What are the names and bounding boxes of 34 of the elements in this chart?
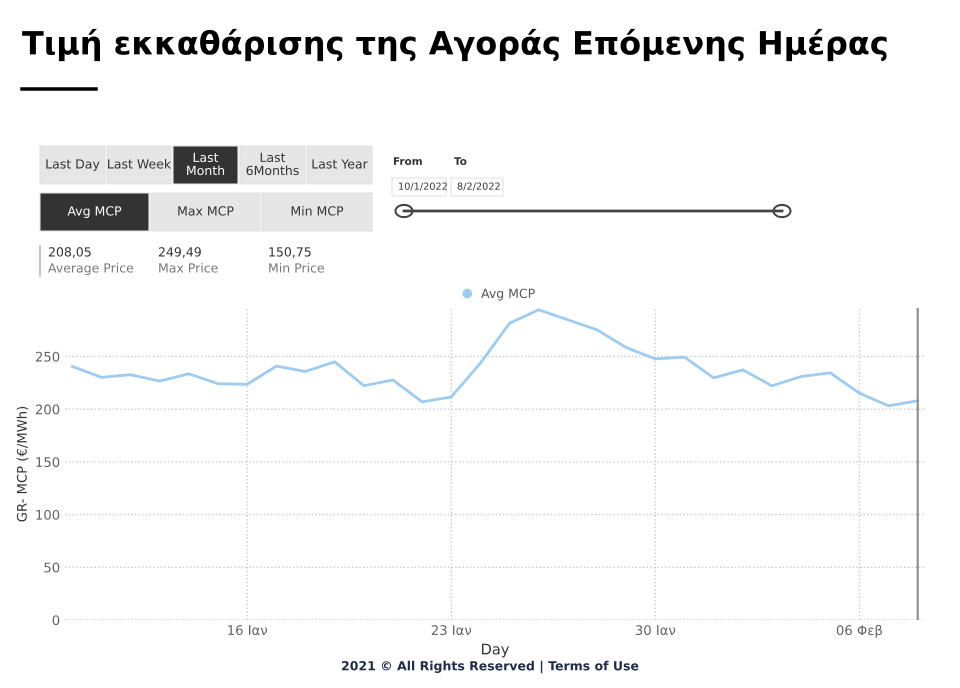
text: Last Year: [312, 159, 368, 169]
text: To: [454, 157, 466, 166]
x-tick-label: 16 Ιαν: [228, 625, 268, 636]
x-tick-label: 30 Ιαν: [636, 625, 676, 636]
y-tick-label: 250: [36, 352, 60, 362]
y-tick-label: 200: [36, 404, 60, 414]
text: Last Day: [46, 159, 100, 172]
legend-label: Avg MCP: [481, 288, 535, 300]
text: 249,49: [158, 247, 201, 258]
text: Last Month: [187, 152, 224, 176]
text: Last 6Months: [246, 152, 299, 176]
y-tick-label: 150: [36, 457, 60, 468]
y-tick-label: 0: [52, 615, 60, 626]
text: Min MCP: [292, 206, 344, 216]
x-tick-label: 06 Φεβ: [836, 624, 882, 638]
text: 10/1/2022: [399, 182, 447, 191]
text: Min Price: [269, 262, 324, 273]
text: Max Price: [159, 262, 218, 273]
text: Avg MCP: [68, 206, 122, 218]
text: From: [394, 157, 422, 166]
line-series: [70, 308, 920, 408]
y-tick-label: 50: [44, 562, 60, 572]
y-tick-label: 100: [36, 510, 60, 520]
x-tick-label: 23 Ιαν: [432, 625, 472, 636]
text: 208,05: [48, 247, 91, 258]
text: 8/2/2022: [458, 182, 500, 191]
text: 2021 © All Rights Reserved | Terms of Use: [342, 660, 638, 674]
chart-title: Τιμή εκκαθάρισης της Αγοράς Επόμενης Ημέρας: [22, 28, 887, 62]
y-axis-title: GR- MCP (€/MWh): [16, 406, 28, 522]
x-axis-title: Day: [482, 644, 509, 658]
text: 150,75: [269, 247, 311, 258]
text: Average Price: [48, 262, 134, 276]
text: Last Week: [108, 158, 172, 169]
text: Max MCP: [178, 206, 234, 216]
